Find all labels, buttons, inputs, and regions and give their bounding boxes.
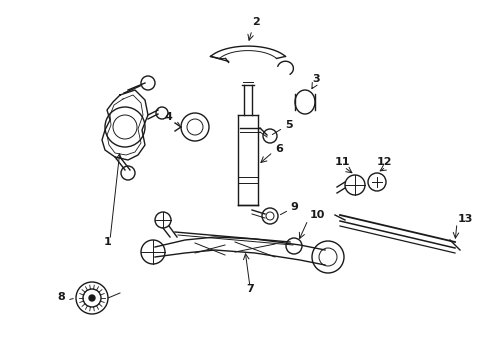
Text: 12: 12 — [376, 157, 392, 167]
Text: 8: 8 — [57, 292, 65, 302]
Text: 7: 7 — [246, 284, 254, 294]
Circle shape — [89, 295, 95, 301]
Text: 2: 2 — [252, 17, 260, 27]
Text: 11: 11 — [334, 157, 350, 167]
Text: 5: 5 — [285, 120, 293, 130]
Text: 4: 4 — [164, 112, 172, 122]
Text: 1: 1 — [104, 237, 112, 247]
Text: 6: 6 — [275, 144, 283, 154]
Text: 10: 10 — [310, 210, 325, 220]
Text: 9: 9 — [290, 202, 298, 212]
Text: 3: 3 — [312, 74, 320, 84]
Text: 13: 13 — [458, 214, 473, 224]
